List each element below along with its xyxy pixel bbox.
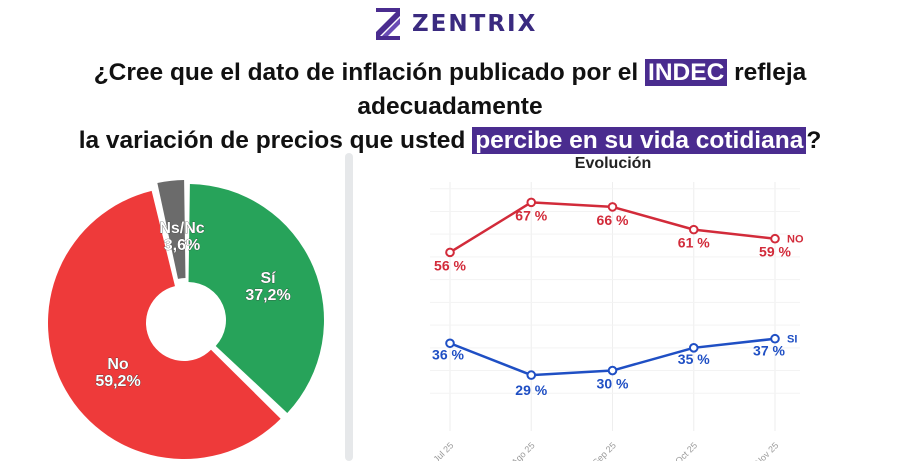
x-tick-label: Oct 25 (673, 440, 699, 461)
data-label-si: 37 % (753, 343, 785, 359)
x-tick-label: Jul 25 (431, 440, 455, 461)
data-point-si (445, 338, 455, 349)
data-label-no: 61 % (678, 235, 710, 251)
donut-value-label: 3,6% (164, 237, 200, 254)
line-chart-title: Evolución (575, 155, 651, 172)
x-tick-label: Nov 25 (753, 440, 780, 461)
data-label-si: 36 % (432, 346, 464, 362)
data-point-no (607, 202, 618, 212)
question-line-2: la variación de precios que usted percib… (0, 124, 900, 158)
data-point-si (770, 333, 780, 344)
brand-name: ZENTRIX (412, 11, 538, 37)
x-tick-label: Ago 25 (509, 440, 536, 461)
data-point-si (526, 370, 537, 380)
donut-label: No (107, 356, 129, 373)
highlight-perception: percibe en su vida cotidiana (472, 127, 807, 154)
zentrix-logo-icon (376, 8, 400, 40)
question-text: ¿Cree que el dato de inflación publicado… (93, 59, 646, 86)
data-label-no: 59 % (759, 244, 791, 260)
donut-label: Sí (260, 270, 276, 287)
data-label-si: 35 % (678, 351, 710, 367)
question-text: refleja adecuadamente (357, 59, 807, 120)
series-name-label: SI (787, 334, 797, 346)
data-point-si (607, 365, 618, 376)
survey-question: ¿Cree que el dato de inflación publicado… (0, 56, 900, 158)
data-point-no (526, 197, 537, 208)
evolution-line-chart: Evolución Jul 25 Ago 25 Sep 25 Oct 25 Nov 25 5… (430, 155, 804, 461)
brand-logo: ZENTRIX (370, 2, 540, 46)
data-label-no: 56 % (434, 257, 466, 273)
donut-value-label: 59,2% (95, 373, 140, 390)
question-text: la variación de precios que usted (78, 127, 473, 154)
data-point-si (688, 343, 699, 353)
x-tick-label: Sep 25 (591, 440, 618, 461)
donut-slice-s (188, 184, 324, 413)
donut-value-label: 37,2% (245, 287, 290, 304)
data-label-no: 66 % (597, 212, 629, 228)
donut-slice-no (47, 190, 281, 460)
donut-slice-nsnc (157, 180, 186, 279)
data-point-no (688, 224, 699, 235)
data-point-no (445, 247, 455, 258)
data-point-no (770, 233, 780, 244)
data-label-si: 29 % (515, 382, 547, 398)
highlight-indec: INDEC (645, 59, 728, 86)
data-label-no: 67 % (515, 207, 547, 223)
series-name-label: NO (787, 234, 804, 246)
donut-label: Ns/Nc (159, 220, 204, 237)
panel-divider (345, 153, 353, 461)
data-label-si: 30 % (597, 376, 629, 392)
question-line-1: ¿Cree que el dato de inflación publicado… (0, 56, 900, 124)
question-text: ? (806, 127, 822, 154)
